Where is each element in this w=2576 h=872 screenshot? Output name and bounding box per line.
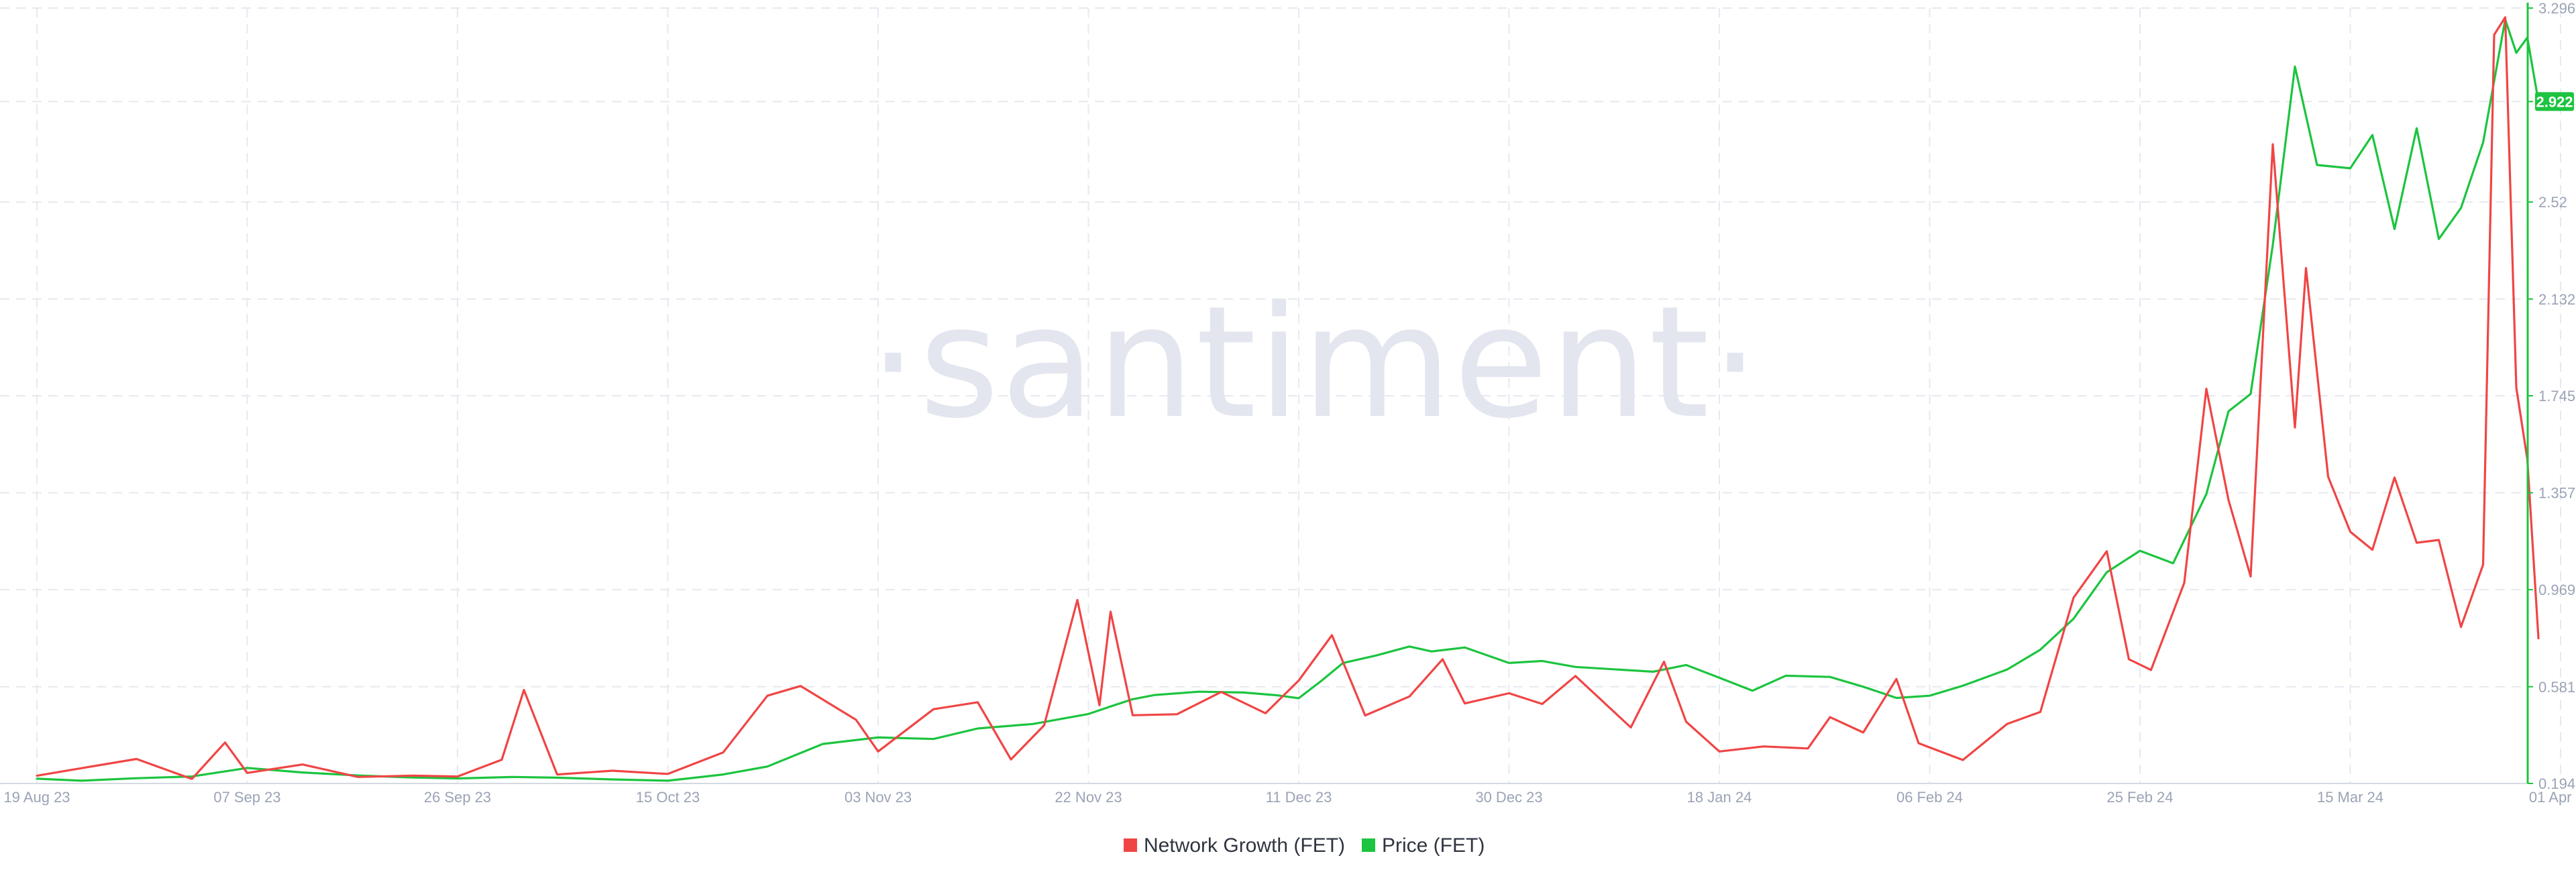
legend-item-price[interactable]: Price (FET)	[1362, 834, 1485, 857]
y-tick-label: 0.581	[2538, 679, 2575, 696]
series-lines[interactable]	[36, 16, 2540, 782]
x-tick-label: 19 Aug 23	[3, 789, 70, 806]
x-tick-label: 11 Dec 23	[1266, 789, 1332, 806]
x-tick-label: 22 Nov 23	[1055, 789, 1122, 806]
y-tick-label: 1.357	[2538, 485, 2575, 502]
y-tick-label: 1.745	[2538, 388, 2575, 404]
x-tick-label: 30 Dec 23	[1475, 789, 1542, 806]
y-tick-label: 0.969	[2538, 582, 2575, 598]
y-tick-label: 0.194	[2538, 775, 2575, 792]
axes: 19 Aug 23 07 Sep 23 26 Sep 23 15 Oct 23 03 N…	[0, 0, 2576, 806]
x-tick-label: 07 Sep 23	[213, 789, 280, 806]
x-tick-label: 01 Apr 24	[2529, 789, 2576, 806]
price-fet-line[interactable]	[36, 18, 2540, 782]
legend-label: Network Growth (FET)	[1144, 834, 1345, 857]
x-tick-label: 15 Mar 24	[2317, 789, 2383, 806]
legend-item-network-growth[interactable]: Network Growth (FET)	[1124, 834, 1345, 857]
legend-swatch	[1124, 838, 1137, 852]
legend-swatch	[1362, 838, 1375, 852]
y-tick-label: 2.52	[2538, 194, 2567, 211]
legend-label: Price (FET)	[1382, 834, 1485, 857]
x-tick-label: 26 Sep 23	[424, 789, 491, 806]
x-tick-label: 15 Oct 23	[636, 789, 700, 806]
y-tick-label: 3.296	[2538, 0, 2575, 17]
x-tick-label: 18 Jan 24	[1687, 789, 1752, 806]
y-tick-label: 2.132	[2538, 291, 2575, 308]
current-price-badge-bg	[2535, 92, 2574, 111]
x-tick-label: 25 Feb 24	[2106, 789, 2173, 806]
current-price-badge: 2.922	[2535, 92, 2574, 111]
network-growth-fet-line[interactable]	[36, 16, 2540, 780]
current-price-badge-label: 2.922	[2536, 93, 2573, 110]
legend[interactable]: Network Growth (FET) Price (FET)	[1124, 834, 1485, 857]
santiment-watermark: ·santiment·	[869, 274, 1761, 453]
x-tick-label: 03 Nov 23	[845, 789, 912, 806]
x-tick-label: 06 Feb 24	[1896, 789, 1963, 806]
